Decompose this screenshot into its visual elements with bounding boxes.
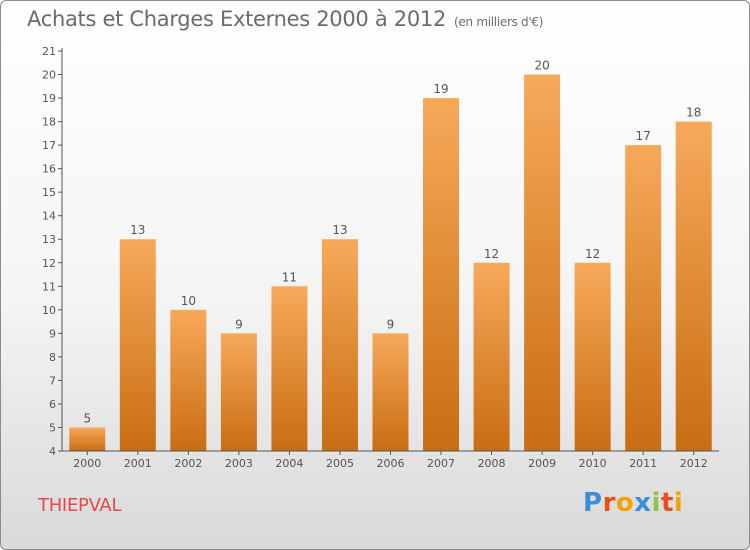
logo-letter: t xyxy=(660,488,674,518)
data-label: 18 xyxy=(686,106,701,120)
x-tick-label: 2006 xyxy=(377,457,405,470)
y-tick-label: 11 xyxy=(42,280,56,293)
y-tick-label: 15 xyxy=(42,186,56,199)
y-tick-label: 18 xyxy=(42,116,56,129)
data-label: 13 xyxy=(332,223,347,237)
x-tick-label: 2000 xyxy=(73,457,101,470)
y-tick-label: 7 xyxy=(49,374,56,387)
data-label: 9 xyxy=(235,317,243,331)
chart-title-text: Achats et Charges Externes 2000 à 2012 xyxy=(27,7,447,31)
x-tick-label: 2005 xyxy=(326,457,354,470)
bar-2004 xyxy=(271,286,308,451)
bar-2007 xyxy=(423,98,460,451)
bar-2008 xyxy=(473,262,510,451)
y-tick-label: 21 xyxy=(42,45,56,58)
logo-letter: i xyxy=(651,488,661,518)
data-label: 19 xyxy=(433,82,448,96)
chart-unit: (en milliers d'€) xyxy=(454,15,544,29)
bar-2006 xyxy=(372,333,409,451)
proxiti-logo[interactable]: Proxiti xyxy=(583,488,683,518)
x-tick-label: 2002 xyxy=(174,457,202,470)
x-tick-label: 2008 xyxy=(478,457,506,470)
y-tick-label: 8 xyxy=(49,351,56,364)
bar-2012 xyxy=(675,121,712,452)
data-label: 9 xyxy=(387,317,395,331)
data-label: 17 xyxy=(636,129,651,143)
bar-2011 xyxy=(625,145,662,451)
x-tick-label: 2004 xyxy=(275,457,303,470)
y-tick-label: 12 xyxy=(42,257,56,270)
y-tick-label: 14 xyxy=(42,210,56,223)
x-tick-label: 2011 xyxy=(629,457,657,470)
data-label: 12 xyxy=(585,247,600,261)
y-tick-label: 13 xyxy=(42,233,56,246)
y-tick-label: 9 xyxy=(49,327,56,340)
bar-2000 xyxy=(69,427,106,451)
location-label: THIEPVAL xyxy=(38,495,122,516)
data-label: 5 xyxy=(83,411,91,425)
logo-letter: r xyxy=(602,488,616,518)
x-tick-label: 2012 xyxy=(680,457,708,470)
bar-2001 xyxy=(119,239,156,451)
logo-letter: x xyxy=(634,488,652,518)
y-tick-label: 16 xyxy=(42,163,56,176)
y-tick-label: 19 xyxy=(42,92,56,105)
y-tick-label: 5 xyxy=(49,421,56,434)
logo-letter: o xyxy=(615,488,635,518)
x-tick-label: 2001 xyxy=(124,457,152,470)
y-tick-label: 6 xyxy=(49,398,56,411)
y-tick-label: 10 xyxy=(42,304,56,317)
data-label: 12 xyxy=(484,247,499,261)
logo-letter: i xyxy=(673,488,684,518)
data-label: 11 xyxy=(282,270,297,284)
y-tick-label: 4 xyxy=(49,445,56,458)
x-tick-label: 2009 xyxy=(528,457,556,470)
bar-2003 xyxy=(220,333,257,451)
x-tick-label: 2010 xyxy=(579,457,607,470)
data-label: 10 xyxy=(181,294,196,308)
chart-title: Achats et Charges Externes 2000 à 2012 (e… xyxy=(27,7,543,31)
bar-2010 xyxy=(574,262,611,451)
bar-2005 xyxy=(321,239,358,451)
logo-letter: P xyxy=(583,488,603,518)
bar-2002 xyxy=(170,309,207,451)
y-axis: 4 5 6 7 8 9 10 11 12 13 14 15 16 17 18 19 20 21 xyxy=(42,45,63,458)
x-axis: 2000 2001 2002 2003 2004 2005 2006 2007 2008 2009… xyxy=(62,450,719,470)
y-tick-label: 17 xyxy=(42,139,56,152)
x-tick-label: 2003 xyxy=(225,457,253,470)
bars: 5 13 10 9 11 13 9 19 12 20 12 17 18 xyxy=(69,59,712,452)
x-tick-label: 2007 xyxy=(427,457,455,470)
data-label: 20 xyxy=(534,59,549,73)
data-label: 13 xyxy=(130,223,145,237)
bar-2009 xyxy=(524,74,561,451)
y-tick-label: 20 xyxy=(42,69,56,82)
